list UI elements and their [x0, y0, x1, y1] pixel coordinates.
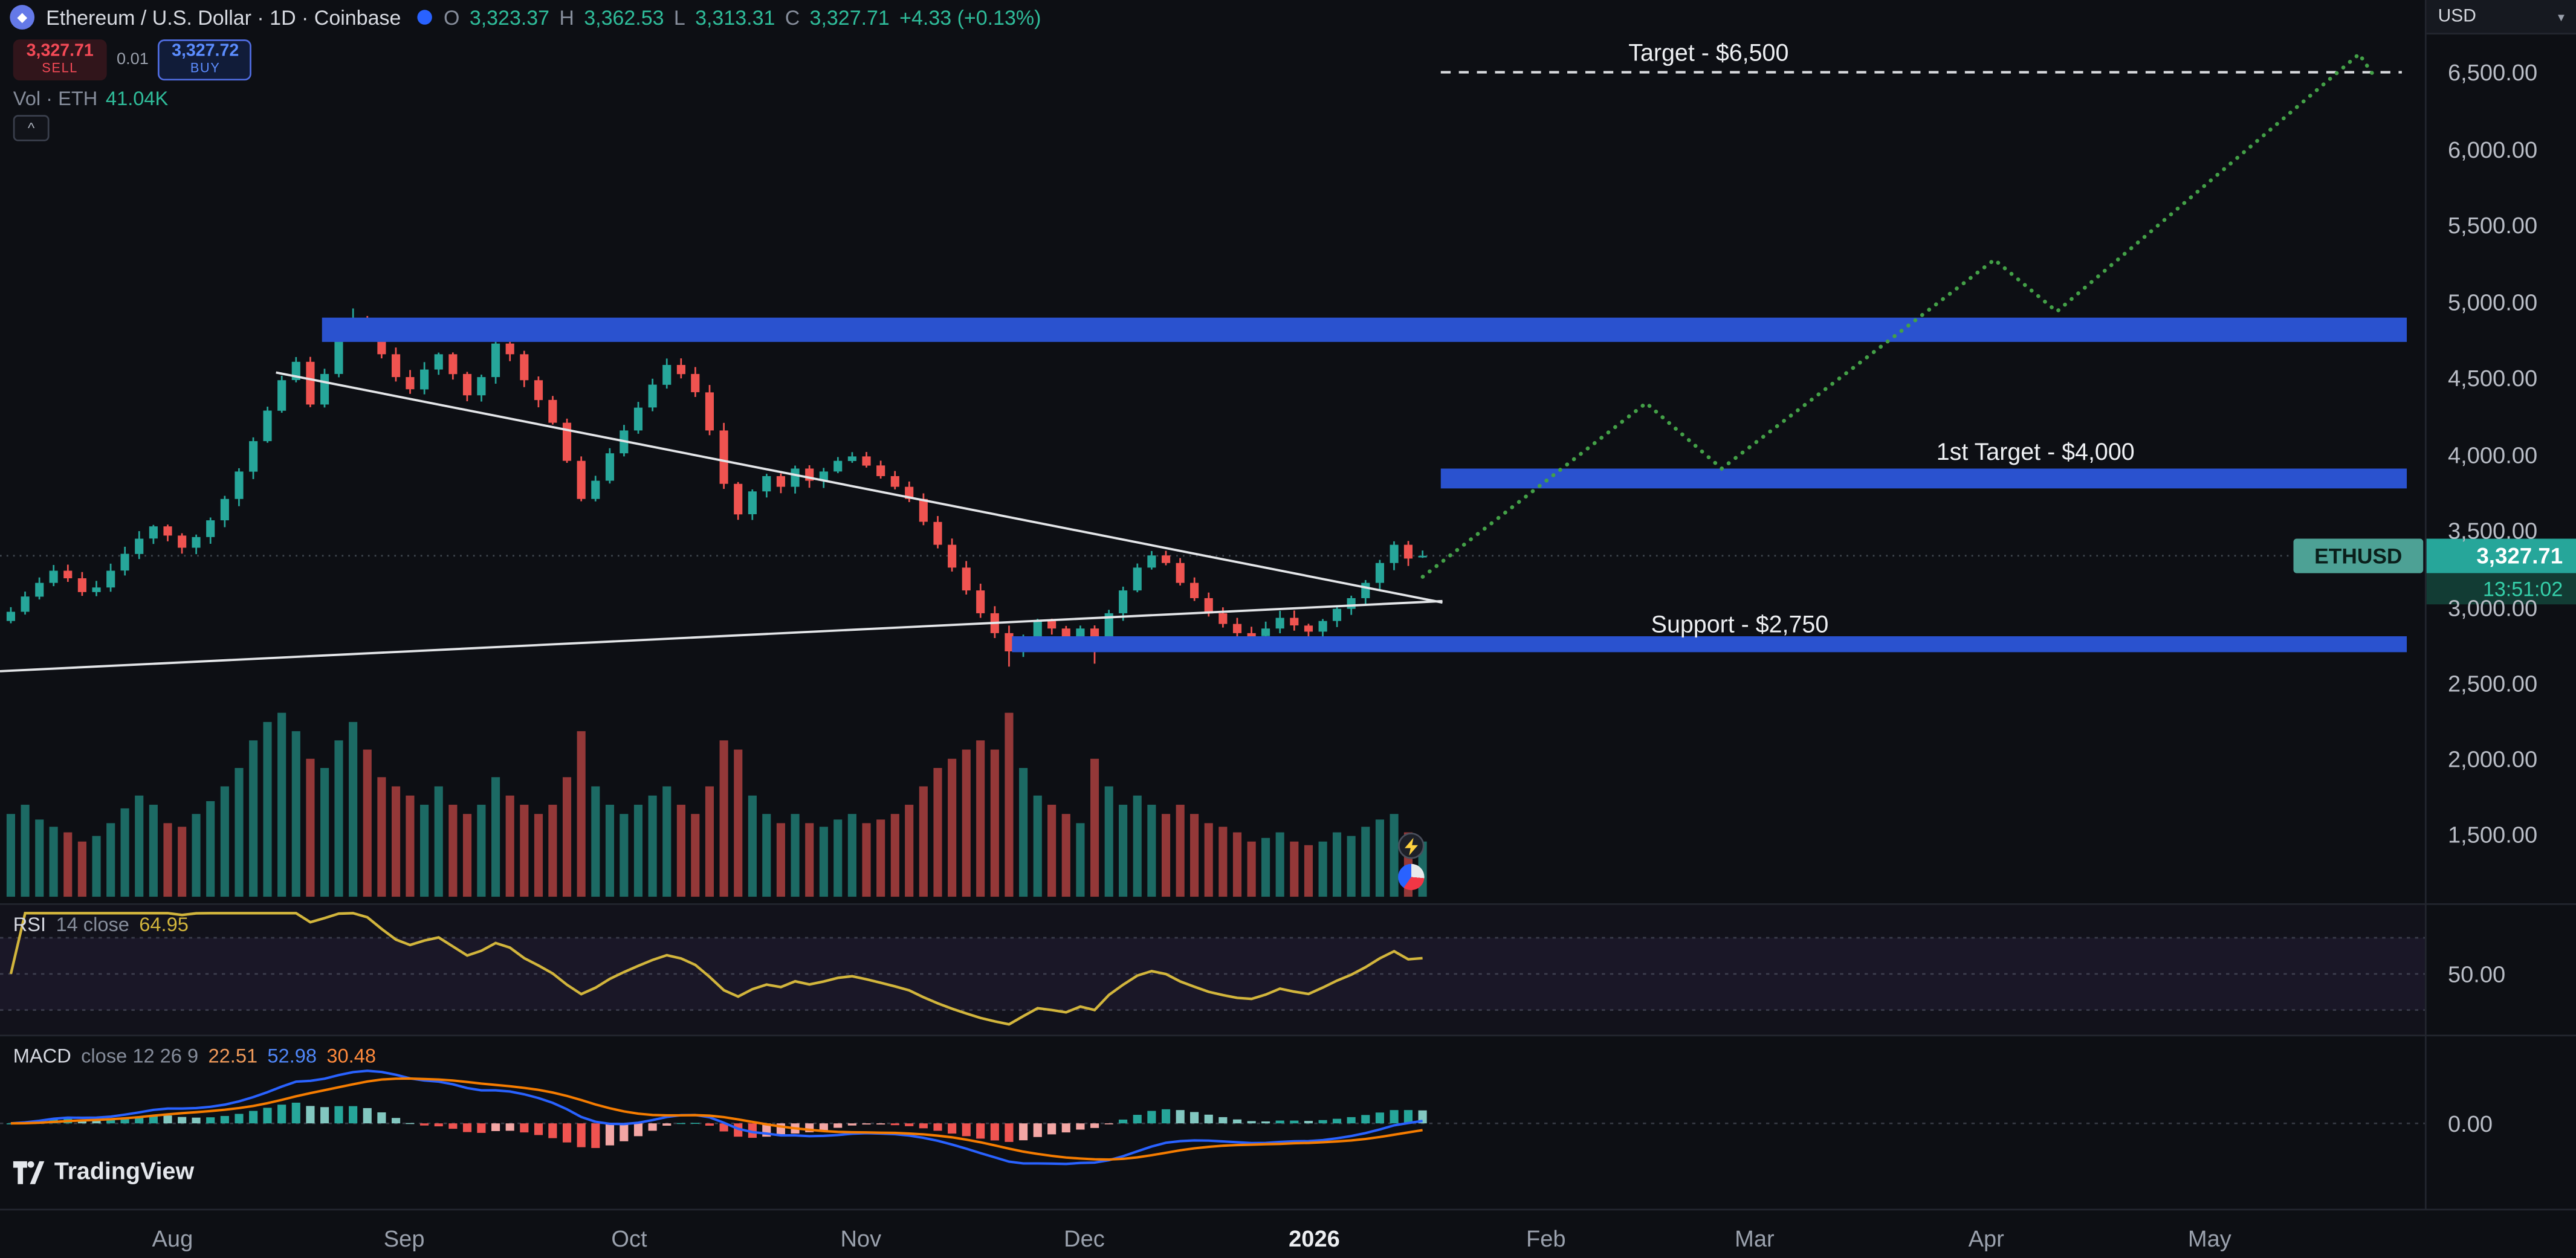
- open-label: O: [444, 5, 460, 29]
- eth-icon: ◆: [10, 5, 35, 30]
- tradingview-mark-icon: [13, 1160, 45, 1184]
- high-label: H: [559, 5, 574, 29]
- change-value: +4.33 (+0.13%): [899, 5, 1041, 29]
- buy-button[interactable]: 3,327.72 BUY: [158, 39, 253, 81]
- lightning-icon[interactable]: [1398, 833, 1425, 859]
- macd-legend[interactable]: MACD close 12 26 9 22.51 52.98 30.48: [13, 1045, 376, 1068]
- close-label: C: [785, 5, 800, 29]
- price-scale-label: 6,500.00: [2447, 59, 2538, 86]
- rsi-name: RSI: [13, 913, 47, 937]
- bar-countdown: 13:51:02: [2426, 573, 2576, 605]
- volume-label: Vol · ETH: [13, 87, 98, 111]
- low-label: L: [673, 5, 685, 29]
- time-axis-label[interactable]: Apr: [1968, 1225, 2004, 1252]
- tradingview-logo[interactable]: TradingView: [13, 1160, 194, 1185]
- open-value: 3,323.37: [469, 5, 550, 29]
- price-scale-label: 0.00: [2447, 1110, 2493, 1137]
- price-scale-label: 3,500.00: [2447, 517, 2538, 544]
- price-scale-label: 2,000.00: [2447, 746, 2538, 772]
- volume-legend[interactable]: Vol · ETH 41.04K: [13, 87, 169, 110]
- time-axis-label[interactable]: Feb: [1526, 1225, 1566, 1252]
- chevron-up-icon: ^: [27, 120, 35, 137]
- currency-label: USD: [2438, 6, 2476, 27]
- rsi-value: 64.95: [139, 913, 189, 937]
- price-scale-label: 4,000.00: [2447, 442, 2538, 468]
- price-scale-label: 6,000.00: [2447, 136, 2538, 163]
- price-scale-label: 50.00: [2447, 961, 2506, 987]
- collapse-legend-button[interactable]: ^: [13, 115, 50, 141]
- macd-signal-value: 30.48: [326, 1044, 376, 1068]
- status-dot-icon[interactable]: [417, 10, 433, 25]
- time-axis-label[interactable]: Dec: [1064, 1225, 1105, 1252]
- price-scale-label: 2,500.00: [2447, 669, 2538, 697]
- macd-name: MACD: [13, 1044, 71, 1068]
- ohlc-values: O 3,323.37 H 3,362.53 L 3,313.31 C 3,327.71 …: [444, 6, 1041, 29]
- price-scale-label: 1,500.00: [2447, 821, 2538, 848]
- sell-price: 3,327.71: [26, 41, 94, 62]
- macd-params: close 12 26 9: [81, 1044, 199, 1068]
- close-value: 3,327.71: [809, 5, 890, 29]
- tradingview-logo-text: TradingView: [54, 1159, 195, 1186]
- low-value: 3,313.31: [695, 5, 775, 29]
- volume-value: 41.04K: [105, 87, 169, 111]
- chevron-down-icon: ▾: [2558, 8, 2565, 24]
- price-scale-label: 5,000.00: [2447, 289, 2538, 315]
- symbol-title[interactable]: Ethereum / U.S. Dollar · 1D · Coinbase: [46, 5, 401, 29]
- macd-line-value: 52.98: [267, 1044, 317, 1068]
- pie-badge-icon[interactable]: [1398, 863, 1425, 891]
- target-annotation[interactable]: Target - $6,500: [1628, 40, 1789, 68]
- rsi-params: 14 close: [56, 913, 129, 937]
- time-axis[interactable]: Aug Sep Oct Nov Dec 2026 Feb Mar Apr May: [0, 1210, 2576, 1258]
- price-scale-label: 5,500.00: [2447, 211, 2538, 239]
- high-value: 3,362.53: [584, 5, 664, 29]
- buy-price: 3,327.72: [172, 41, 239, 62]
- time-axis-label[interactable]: Nov: [840, 1225, 882, 1252]
- time-axis-label[interactable]: Aug: [152, 1225, 193, 1252]
- time-axis-label[interactable]: Mar: [1735, 1225, 1775, 1252]
- price-scale-label: 3,000.00: [2447, 594, 2538, 621]
- sell-label: SELL: [42, 60, 79, 76]
- symbol-legend[interactable]: ◆ Ethereum / U.S. Dollar · 1D · Coinbase…: [10, 5, 1041, 30]
- trade-panel: 3,327.71 SELL 0.01 3,327.72 BUY: [13, 39, 253, 81]
- currency-selector[interactable]: USD ▾: [2426, 0, 2576, 35]
- macd-hist-value: 22.51: [208, 1044, 258, 1068]
- spread-value: 0.01: [116, 51, 149, 69]
- time-axis-label[interactable]: May: [2187, 1225, 2231, 1252]
- time-axis-label[interactable]: Oct: [611, 1225, 647, 1252]
- symbol-price-tag: ETHUSD: [2293, 538, 2424, 573]
- first-target-annotation[interactable]: 1st Target - $4,000: [1936, 440, 2135, 466]
- price-scale[interactable]: 6,500.00 6,000.00 5,500.00 5,000.00 4,500.00…: [2427, 0, 2576, 1210]
- time-axis-label[interactable]: Sep: [383, 1225, 425, 1252]
- sell-button[interactable]: 3,327.71 SELL: [13, 39, 107, 81]
- support-annotation[interactable]: Support - $2,750: [1651, 612, 1829, 639]
- buy-label: BUY: [190, 60, 221, 76]
- rsi-legend[interactable]: RSI 14 close 64.95: [13, 913, 189, 936]
- price-scale-label: 4,500.00: [2447, 364, 2538, 391]
- last-price-tag: 3,327.71: [2426, 538, 2576, 573]
- time-axis-label[interactable]: 2026: [1289, 1225, 1340, 1252]
